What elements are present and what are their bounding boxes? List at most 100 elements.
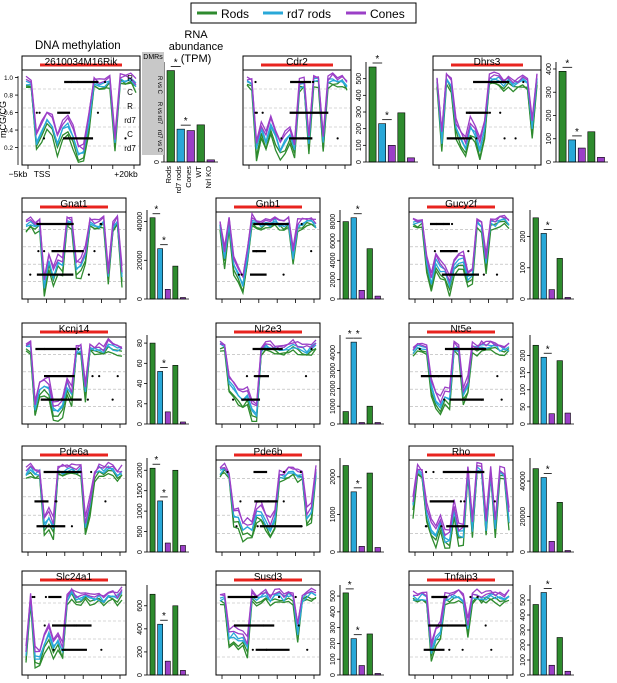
bar bbox=[166, 70, 175, 163]
bar-y-tick-label: 0 bbox=[137, 297, 144, 301]
row-label: R bbox=[127, 102, 133, 111]
dmr-dot bbox=[226, 470, 229, 474]
bar bbox=[378, 123, 387, 163]
dmr-dot bbox=[496, 375, 499, 378]
gene-title: Cdr2 bbox=[286, 57, 308, 68]
dmr-side-strip bbox=[142, 52, 164, 155]
dmr-dot bbox=[482, 273, 485, 276]
dmr-dot bbox=[37, 250, 40, 253]
methylation-line bbox=[246, 73, 348, 146]
dmr-dot bbox=[262, 624, 265, 627]
dmr-dot bbox=[282, 500, 285, 503]
dmr-dot bbox=[55, 500, 58, 503]
dmr-dot bbox=[240, 273, 243, 276]
bar bbox=[587, 131, 596, 163]
rna-header: abundance bbox=[169, 41, 223, 53]
significance-star: * bbox=[575, 127, 579, 138]
dmr-dot bbox=[299, 470, 302, 474]
bar-y-tick-label: 80 bbox=[137, 339, 144, 347]
dmr-dot bbox=[70, 525, 74, 528]
bar-y-tick-label: 40000 bbox=[520, 471, 527, 491]
dmr-dot bbox=[29, 273, 32, 276]
methylation-line bbox=[219, 223, 317, 296]
bar bbox=[149, 593, 156, 676]
dmr-dot bbox=[442, 273, 445, 276]
dmr-dot bbox=[231, 398, 235, 401]
gene-title: Kcnj14 bbox=[59, 324, 90, 335]
dmr-dot bbox=[503, 137, 506, 140]
bar bbox=[172, 265, 179, 300]
dmr-dot bbox=[446, 624, 449, 627]
bar bbox=[342, 592, 349, 676]
significance-star: * bbox=[546, 344, 550, 355]
dmr-dot bbox=[251, 648, 254, 651]
methylation-line bbox=[25, 597, 123, 670]
significance-star: * bbox=[356, 479, 360, 490]
dmr-dot bbox=[440, 525, 443, 528]
bar-y-tick-label: 50 bbox=[520, 403, 527, 411]
dmr-dot bbox=[98, 375, 101, 378]
bar-y-tick-label: 3000 bbox=[330, 363, 337, 379]
dmr-dot bbox=[261, 111, 264, 114]
significance-star: * bbox=[174, 58, 178, 69]
dmr-dot bbox=[116, 375, 119, 378]
bar bbox=[164, 289, 171, 300]
bar bbox=[342, 465, 349, 553]
dmr-dot bbox=[336, 137, 339, 140]
bar-y-tick-label: 0 bbox=[330, 550, 337, 554]
dmr-dot bbox=[475, 137, 478, 140]
bar-y-tick-label: 400 bbox=[520, 609, 527, 621]
dmr-dot bbox=[431, 595, 435, 599]
legend-label: rd7 rods bbox=[287, 7, 331, 21]
row-label: rd7 bbox=[124, 144, 136, 153]
bar-y-tick-label: 500 bbox=[330, 590, 337, 602]
bar bbox=[556, 637, 563, 676]
dmr-dot bbox=[514, 137, 517, 140]
dmr-dot bbox=[266, 500, 270, 503]
rna-header: (TPM) bbox=[181, 53, 212, 65]
dmr-dot bbox=[435, 222, 438, 226]
bar-y-tick-label: 8000 bbox=[330, 214, 337, 230]
bar-y-tick-label: 20 bbox=[137, 400, 144, 408]
bar-y-tick-label: 2000 bbox=[330, 469, 337, 485]
methylation-line bbox=[219, 588, 317, 645]
bar-y-tick-label: 4000 bbox=[330, 252, 337, 268]
significance-star: * bbox=[162, 488, 166, 499]
dmr-dot bbox=[43, 624, 46, 627]
dmr-dot bbox=[277, 595, 281, 599]
methylation-line bbox=[25, 463, 123, 525]
bar-y-tick-label: 0 bbox=[546, 160, 553, 164]
gene-title: Dhrs3 bbox=[474, 57, 501, 68]
dmr-dot bbox=[50, 398, 53, 401]
dmr-dot bbox=[124, 137, 127, 140]
dmr-dot bbox=[104, 500, 107, 503]
dmr-dot bbox=[86, 398, 89, 401]
methylation-line bbox=[436, 72, 538, 146]
bar bbox=[172, 469, 179, 553]
methylation-line bbox=[412, 588, 510, 648]
bar bbox=[172, 605, 179, 676]
bar bbox=[558, 71, 567, 163]
bar-x-tick-label: rd7 rods bbox=[174, 166, 183, 194]
bar bbox=[180, 545, 186, 553]
bar-y-tick-label: 400 bbox=[330, 606, 337, 618]
bar bbox=[164, 411, 171, 425]
bar-x-tick-label: Nrl KO bbox=[204, 166, 213, 189]
dmr-dot bbox=[255, 250, 258, 253]
bar-y-tick-label: 200 bbox=[520, 350, 527, 362]
dmr-dot bbox=[459, 500, 462, 503]
dmr-dot bbox=[70, 222, 73, 226]
gene-title: Tnfaip3 bbox=[444, 572, 478, 583]
dmr-dot bbox=[432, 375, 436, 378]
bar bbox=[597, 157, 605, 163]
dmr-dot bbox=[461, 648, 464, 651]
significance-star: * bbox=[356, 205, 360, 216]
dmr-dot bbox=[43, 347, 46, 351]
dmr-dot bbox=[239, 500, 242, 503]
bar bbox=[577, 147, 586, 163]
significance-star: * bbox=[348, 329, 352, 340]
dmr-dot bbox=[500, 398, 503, 401]
bar bbox=[342, 221, 349, 300]
dmr-dot bbox=[467, 250, 470, 253]
bar-x-tick-label: Rods bbox=[164, 166, 173, 184]
